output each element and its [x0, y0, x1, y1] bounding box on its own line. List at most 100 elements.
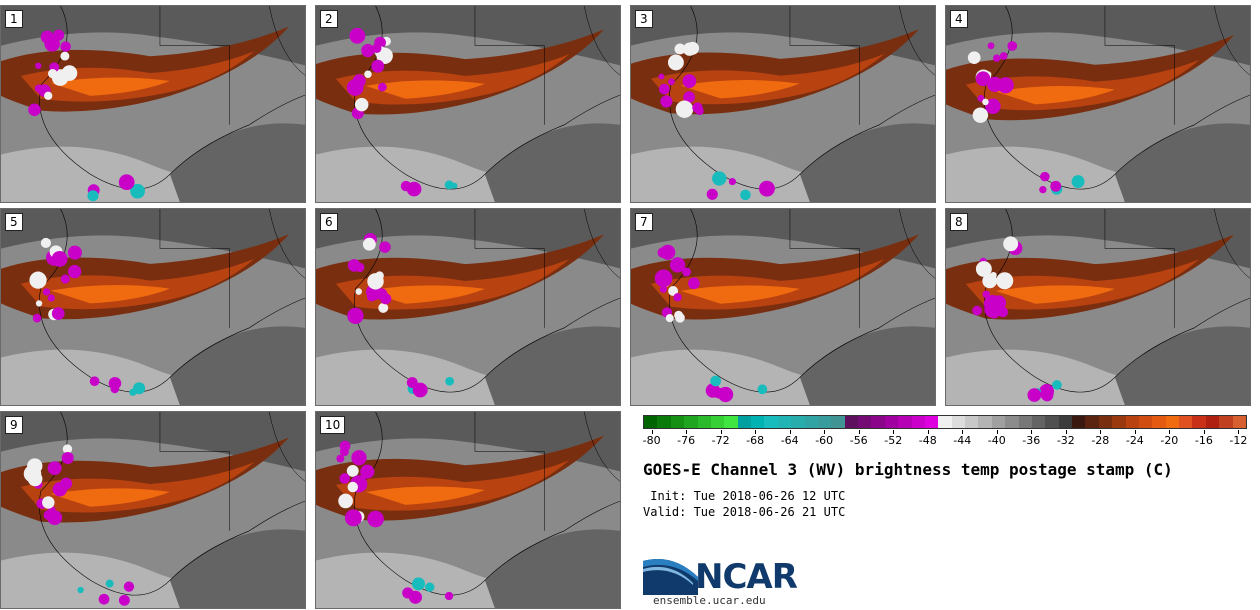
colorbar-swatch — [1152, 416, 1166, 428]
colorbar-swatch — [777, 416, 792, 428]
panel-label: 8 — [950, 213, 968, 231]
colorbar-tick-label: -24 — [1125, 434, 1144, 447]
colorbar-swatch — [1005, 416, 1019, 428]
colorbar-swatch — [657, 416, 671, 428]
map-panel-1: 1 — [0, 5, 306, 203]
panel-label: 7 — [635, 213, 653, 231]
colorbar-swatch — [644, 416, 658, 428]
colorbar-swatch — [924, 416, 939, 428]
map-panel-5: 5 — [0, 208, 306, 406]
colorbar-swatch — [938, 416, 952, 428]
colorbar-tick-mark — [686, 430, 688, 434]
colorbar-swatch — [844, 416, 858, 428]
colorbar — [643, 415, 1247, 429]
colorbar-tick-mark — [1031, 430, 1033, 434]
map-panel-6: 6 — [315, 208, 621, 406]
colorbar-swatch — [951, 416, 965, 428]
colorbar-swatch — [710, 416, 725, 428]
ncar-logo-icon — [643, 559, 698, 595]
colorbar-tick-label: -64 — [780, 434, 799, 447]
colorbar-tick-mark — [1100, 430, 1102, 434]
panel-label: 4 — [950, 10, 968, 28]
colorbar-tick-mark — [962, 430, 964, 434]
colorbar-swatch — [670, 416, 685, 428]
colorbar-swatch — [831, 416, 845, 428]
panel-label: 5 — [5, 213, 23, 231]
colorbar-ticks: -80 -76 -72 -68 -64 -60 -56 -52 -48 -44 -40 -36 -32 -… — [643, 430, 1247, 450]
colorbar-tick-mark — [858, 430, 860, 434]
colorbar-tick-mark — [651, 430, 653, 434]
colorbar-tick-mark — [789, 430, 791, 434]
panel-label: 3 — [635, 10, 653, 28]
colorbar-swatch — [978, 416, 992, 428]
colorbar-tick-mark — [755, 430, 757, 434]
colorbar-swatch — [871, 416, 885, 428]
colorbar-tick-label: -40 — [987, 434, 1006, 447]
colorbar-swatch — [991, 416, 1006, 428]
colorbar-tick-label: -48 — [918, 434, 937, 447]
colorbar-tick-mark — [1238, 430, 1240, 434]
colorbar-tick-mark — [927, 430, 929, 434]
map-panel-10: 10 — [315, 411, 621, 609]
colorbar-swatch — [1072, 416, 1086, 428]
colorbar-tick-label: -60 — [815, 434, 834, 447]
colorbar-swatch — [1058, 416, 1072, 428]
panel-label: 10 — [320, 416, 346, 434]
colorbar-swatch — [1232, 416, 1246, 428]
colorbar-tick-label: -68 — [746, 434, 765, 447]
colorbar-swatch — [764, 416, 778, 428]
colorbar-tick-label: -76 — [677, 434, 696, 447]
colorbar-tick-label: -32 — [1056, 434, 1075, 447]
colorbar-swatch — [965, 416, 979, 428]
colorbar-tick-mark — [720, 430, 722, 434]
colorbar-tick-mark — [893, 430, 895, 434]
colorbar-swatch — [1165, 416, 1179, 428]
valid-time: Valid: Tue 2018-06-26 21 UTC — [643, 505, 846, 519]
colorbar-tick-label: -16 — [1194, 434, 1213, 447]
colorbar-swatch — [684, 416, 698, 428]
colorbar-swatch — [1179, 416, 1193, 428]
panel-label: 9 — [5, 416, 23, 434]
colorbar-swatch — [751, 416, 765, 428]
colorbar-tick-label: -12 — [1229, 434, 1248, 447]
ensemble-url: ensemble.ucar.edu — [653, 594, 766, 607]
colorbar-swatch — [1219, 416, 1233, 428]
map-panel-2: 2 — [315, 5, 621, 203]
colorbar-swatch — [1112, 416, 1126, 428]
init-time: Init: Tue 2018-06-26 12 UTC — [643, 489, 846, 503]
ncar-wordmark: NCAR — [695, 557, 798, 597]
colorbar-swatch — [817, 416, 832, 428]
map-panel-4: 4 — [945, 5, 1251, 203]
colorbar-swatch — [1031, 416, 1046, 428]
colorbar-swatch — [1085, 416, 1099, 428]
colorbar-tick-label: -52 — [884, 434, 903, 447]
colorbar-tick-label: -44 — [953, 434, 972, 447]
colorbar-tick-mark — [824, 430, 826, 434]
colorbar-swatch — [858, 416, 872, 428]
colorbar-tick-mark — [1169, 430, 1171, 434]
panel-label: 1 — [5, 10, 23, 28]
colorbar-swatch — [911, 416, 925, 428]
colorbar-swatch — [1018, 416, 1032, 428]
colorbar-tick-mark — [1203, 430, 1205, 434]
panel-label: 2 — [320, 10, 338, 28]
colorbar-swatch — [1098, 416, 1113, 428]
colorbar-swatch — [1205, 416, 1220, 428]
colorbar-tick-label: -36 — [1022, 434, 1041, 447]
colorbar-swatch — [1045, 416, 1059, 428]
colorbar-swatch — [697, 416, 711, 428]
map-panel-8: 8 — [945, 208, 1251, 406]
colorbar-tick-label: -80 — [642, 434, 661, 447]
colorbar-tick-label: -20 — [1160, 434, 1179, 447]
map-panel-3: 3 — [630, 5, 936, 203]
map-panel-9: 9 — [0, 411, 306, 609]
colorbar-swatch — [1125, 416, 1139, 428]
colorbar-swatch — [884, 416, 899, 428]
colorbar-swatch — [737, 416, 751, 428]
colorbar-swatch — [724, 416, 738, 428]
colorbar-swatch — [804, 416, 818, 428]
colorbar-tick-mark — [996, 430, 998, 434]
colorbar-tick-label: -28 — [1091, 434, 1110, 447]
map-panel-7: 7 — [630, 208, 936, 406]
colorbar-tick-mark — [1065, 430, 1067, 434]
